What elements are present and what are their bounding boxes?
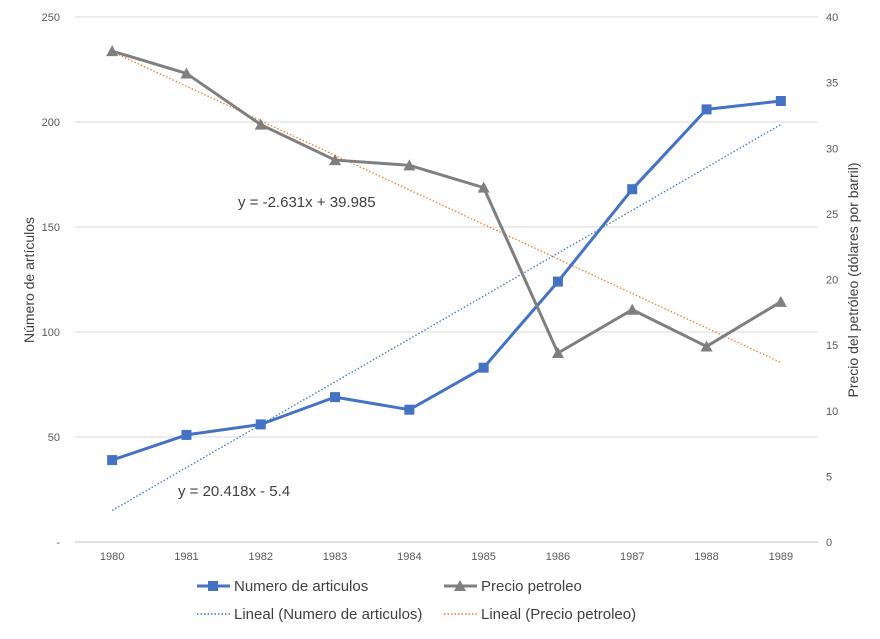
data-point-triangle <box>700 340 713 352</box>
y-axis-left-title: Número de artículos <box>21 217 37 343</box>
y-right-tick-label: 15 <box>826 340 838 352</box>
data-point-square <box>478 362 489 373</box>
legend-square-marker <box>208 581 218 591</box>
x-tick-label: 1989 <box>769 551 793 563</box>
y-left-tick-label: 250 <box>42 12 60 24</box>
y-right-tick-label: 5 <box>826 471 832 483</box>
data-point-triangle <box>106 45 119 57</box>
trendline <box>111 123 782 512</box>
data-point-square <box>107 455 118 466</box>
x-tick-label: 1987 <box>620 551 644 563</box>
x-tick-label: 1982 <box>249 551 273 563</box>
data-point-square <box>627 184 638 195</box>
trendline <box>111 51 782 364</box>
legend-label-articles: Numero de articulos <box>234 578 368 595</box>
legend-item-trend-articles: Lineal (Numero de articulos) <box>197 606 422 623</box>
x-tick-label: 1980 <box>100 551 124 563</box>
y-left-tick-label: - <box>56 537 60 549</box>
data-point-square <box>775 96 786 106</box>
series-line <box>111 49 782 355</box>
x-tick-label: 1986 <box>546 551 570 563</box>
data-point-triangle <box>403 159 416 171</box>
y-axis-right-title: Precio del petróleo (dólares por barril) <box>845 163 861 398</box>
legend: Numero de articulos Precio petroleo Line… <box>197 578 636 623</box>
data-point-square <box>404 404 415 415</box>
data-point-square <box>181 429 192 440</box>
x-tick-label: 1981 <box>174 551 198 563</box>
x-tick-label: 1984 <box>397 551 421 563</box>
y-right-tick-label: 10 <box>826 406 838 418</box>
data-point-triangle <box>626 303 639 315</box>
legend-label-price: Precio petroleo <box>481 578 582 595</box>
y-right-tick-label: 40 <box>826 12 838 24</box>
y-right-tick-label: 35 <box>826 78 838 90</box>
x-tick-label: 1983 <box>323 551 347 563</box>
y-right-tick-label: 20 <box>826 275 838 287</box>
y-left-tick-label: 100 <box>42 327 60 339</box>
data-point-triangle <box>477 181 490 193</box>
trendline-equation-articles: y = 20.418x - 5.4 <box>178 483 290 500</box>
legend-triangle-marker <box>454 580 466 591</box>
data-point-triangle <box>180 67 193 79</box>
data-point-square <box>701 104 712 115</box>
data-point-triangle <box>329 154 342 166</box>
y-left-tick-label: 200 <box>42 117 60 129</box>
legend-item-trend-price: Lineal (Precio petroleo) <box>444 606 636 623</box>
data-point-square <box>255 419 266 430</box>
legend-label-trend-price: Lineal (Precio petroleo) <box>481 606 636 623</box>
trendline-equation-price: y = -2.631x + 39.985 <box>238 194 376 211</box>
x-tick-label: 1988 <box>694 551 718 563</box>
x-tick-label: 1985 <box>471 551 495 563</box>
legend-label-trend-articles: Lineal (Numero de articulos) <box>234 606 422 623</box>
legend-item-price: Precio petroleo <box>444 578 582 595</box>
data-point-square <box>330 392 341 403</box>
legend-item-articles: Numero de articulos <box>197 578 368 595</box>
y-right-tick-label: 0 <box>826 537 832 549</box>
data-point-square <box>552 276 563 287</box>
y-left-tick-label: 150 <box>42 222 60 234</box>
y-right-tick-label: 30 <box>826 143 838 155</box>
series-line <box>111 99 782 462</box>
y-left-tick-label: 50 <box>48 432 60 444</box>
y-right-tick-label: 25 <box>826 209 838 221</box>
data-point-triangle <box>551 347 564 358</box>
data-point-triangle <box>254 118 267 130</box>
data-point-triangle <box>774 295 787 307</box>
